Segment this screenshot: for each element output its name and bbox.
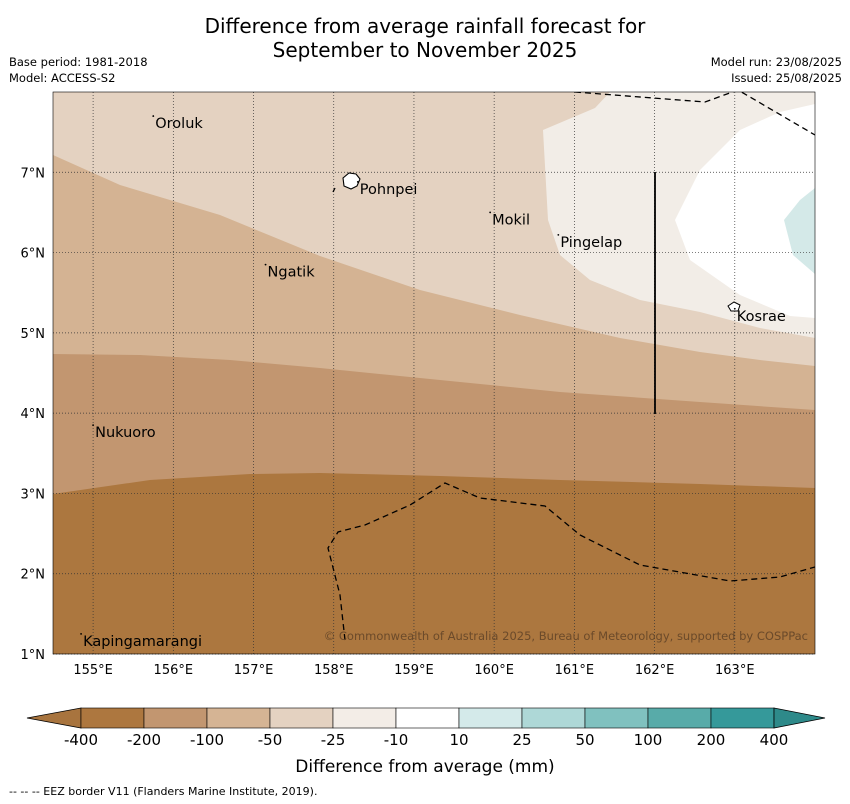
colorbar-segment xyxy=(584,707,649,729)
place-marker xyxy=(92,424,95,427)
rainfall-anomaly-fill xyxy=(53,92,815,654)
lon-tick-label: 157°E xyxy=(234,663,274,678)
map-title: Difference from average rainfall forecas… xyxy=(0,14,850,62)
colorbar-extend-high xyxy=(773,707,826,729)
colorbar-segment xyxy=(521,707,586,729)
colorbar-extend-low xyxy=(26,707,82,729)
colorbar-tick-label: -10 xyxy=(384,731,409,749)
colorbar-tick-label: 25 xyxy=(512,731,531,749)
colorbar-tick-label: 10 xyxy=(449,731,468,749)
colorbar-tick-label: -200 xyxy=(127,731,161,749)
lat-tick-label: 2°N xyxy=(21,568,46,583)
place-label-ngatik: Ngatik xyxy=(268,265,316,281)
place-marker xyxy=(80,633,82,635)
lon-tick-label: 158°E xyxy=(314,663,354,678)
meta-right: Model run: 23/08/2025 Issued: 25/08/2025 xyxy=(711,54,842,86)
lon-tick-label: 163°E xyxy=(715,663,755,678)
title-line-1: Difference from average rainfall forecas… xyxy=(204,14,646,38)
colorbar: -400 -200 -100 -50 -25 -10 10 25 50 100 200 400 xyxy=(26,707,826,749)
colorbar-tick-label: 50 xyxy=(575,731,594,749)
colorbar-tick-label: -100 xyxy=(190,731,224,749)
colorbar-segment xyxy=(269,707,334,729)
meta-left: Base period: 1981-2018 Model: ACCESS-S2 xyxy=(9,54,148,86)
title-line-2: September to November 2025 xyxy=(272,38,578,62)
place-label-oroluk: Oroluk xyxy=(155,116,203,132)
place-marker xyxy=(356,181,359,183)
colorbar-segment xyxy=(332,707,397,729)
kosrae-island-shape xyxy=(727,301,741,312)
colorbar-segment xyxy=(80,707,145,729)
colorbar-segment xyxy=(206,707,271,729)
place-marker xyxy=(264,263,267,266)
place-marker xyxy=(733,307,736,310)
place-label-pingelap: Pingelap xyxy=(560,235,622,251)
band-plus-10 xyxy=(784,188,815,274)
copyright-notice: © Commonwealth of Australia 2025, Bureau… xyxy=(324,629,808,643)
colorbar-tick-label: 200 xyxy=(697,731,726,749)
place-marker xyxy=(489,211,492,214)
place-marker xyxy=(152,115,155,117)
lon-tick-label: 156°E xyxy=(154,663,194,678)
lat-tick-label: 1°N xyxy=(21,648,46,663)
place-label-pohnpei: Pohnpei xyxy=(360,182,418,198)
eez-border-south xyxy=(327,482,815,641)
colorbar-tick-label: -400 xyxy=(64,731,98,749)
place-label-kosrae: Kosrae xyxy=(737,309,786,325)
place-label-mokil: Mokil xyxy=(492,212,530,228)
colorbar-tick-label: -50 xyxy=(258,731,283,749)
colorbar-tick-label: -25 xyxy=(321,731,346,749)
place-labels: Oroluk Pohnpei Mokil Pingelap Ngatik Kosrae Nu… xyxy=(80,115,786,650)
lon-tick-label: 155°E xyxy=(73,663,113,678)
lat-tick-label: 6°N xyxy=(21,247,46,262)
colorbar-segment xyxy=(395,707,460,729)
colorbar-tick-label: 100 xyxy=(634,731,663,749)
band-near-zero xyxy=(675,104,815,318)
colorbar-tick-label: 400 xyxy=(760,731,789,749)
lat-tick-label: 7°N xyxy=(21,166,46,181)
longitude-ticks: 155°E 156°E 157°E 158°E 159°E 160°E 161°E 162°E… xyxy=(73,663,754,678)
colorbar-segment xyxy=(710,707,775,729)
issued-date: Issued: 25/08/2025 xyxy=(731,71,842,85)
lon-tick-label: 160°E xyxy=(474,663,514,678)
graticule xyxy=(53,92,815,655)
base-period: Base period: 1981-2018 xyxy=(9,55,148,69)
map-frame xyxy=(52,91,816,655)
lat-tick-label: 4°N xyxy=(21,407,46,422)
model-run: Model run: 23/08/2025 xyxy=(710,55,842,69)
eez-footnote: -- -- -- EEZ border V11 (Flanders Marine… xyxy=(9,785,318,798)
latitude-ticks: 7°N 6°N 5°N 4°N 3°N 2°N 1°N xyxy=(21,166,46,663)
place-label-kapingamarangi: Kapingamarangi xyxy=(83,634,202,650)
lon-tick-label: 161°E xyxy=(555,663,595,678)
eez-border-north xyxy=(574,92,815,136)
colorbar-segment xyxy=(458,707,523,729)
colorbar-segment xyxy=(143,707,208,729)
pohnpei-island-shape xyxy=(342,172,361,190)
eez-border-pohnpei xyxy=(332,187,336,193)
place-marker xyxy=(557,234,560,236)
colorbar-segment xyxy=(647,707,712,729)
lat-tick-label: 3°N xyxy=(21,487,46,502)
colorbar-title: Difference from average (mm) xyxy=(295,757,554,777)
model-name: Model: ACCESS-S2 xyxy=(9,71,116,85)
lat-tick-label: 5°N xyxy=(21,327,46,342)
lon-tick-label: 162°E xyxy=(635,663,675,678)
eez-borders xyxy=(327,92,815,641)
lon-tick-label: 159°E xyxy=(394,663,434,678)
place-label-nukuoro: Nukuoro xyxy=(95,425,156,441)
